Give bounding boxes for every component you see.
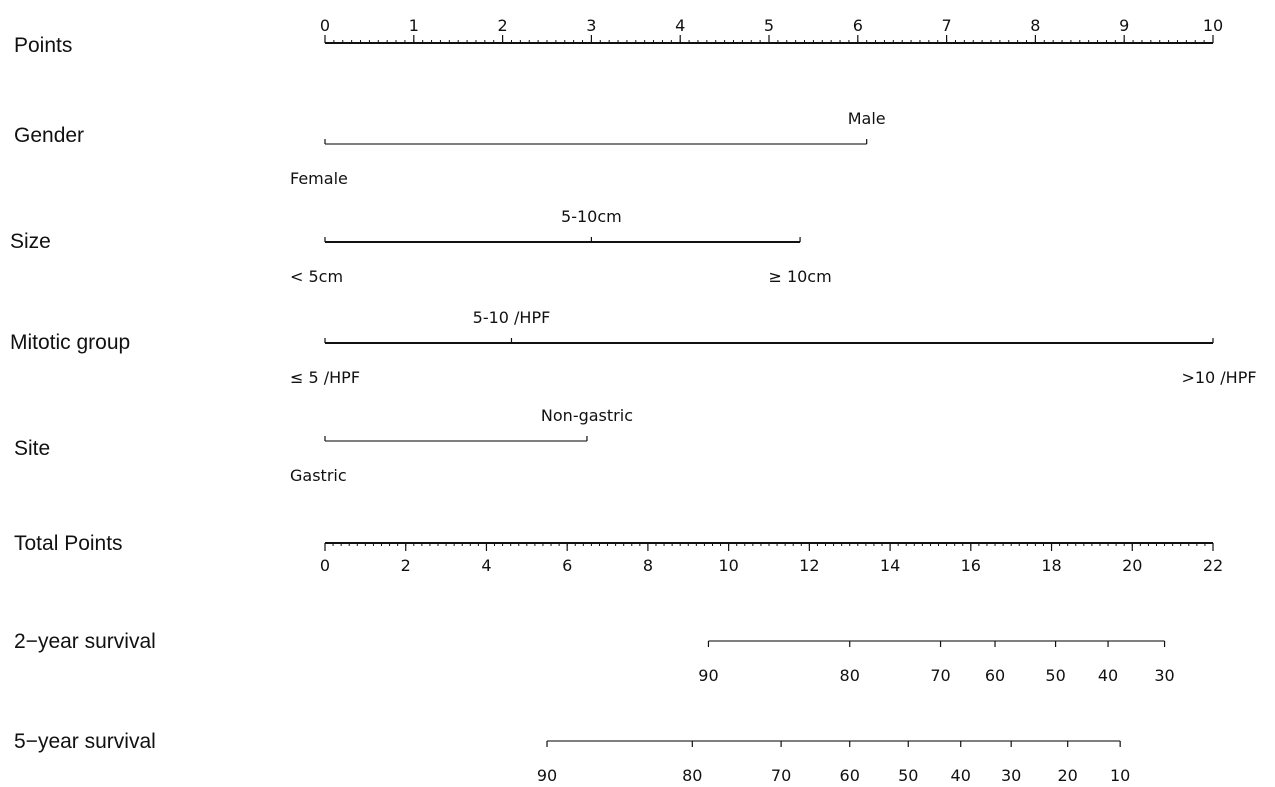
total-points-tick-label: 14 — [880, 556, 900, 575]
total-points-tick-label: 20 — [1122, 556, 1142, 575]
total-points-tick-label: 6 — [562, 556, 572, 575]
total-points-tick-label: 12 — [799, 556, 819, 575]
total-points-tick-label: 0 — [320, 556, 330, 575]
total-points-tick-label: 16 — [961, 556, 981, 575]
points-tick-label: 0 — [320, 16, 330, 35]
points-tick-label: 5 — [764, 16, 774, 35]
points-row-label: Points — [14, 34, 72, 57]
size-level-label: < 5cm — [290, 267, 343, 286]
points-tick-label: 2 — [498, 16, 508, 35]
mitotic-level-label: >10 /HPF — [1181, 368, 1256, 387]
surv2-tick-label: 90 — [698, 666, 718, 685]
surv2-tick-label: 30 — [1154, 666, 1174, 685]
total-points-tick-label: 8 — [643, 556, 653, 575]
surv2-row-label: 2−year survival — [14, 630, 156, 653]
gender-row-label: Gender — [14, 124, 84, 147]
surv5-tick-label: 90 — [537, 766, 557, 785]
surv5-tick-label: 50 — [898, 766, 918, 785]
surv5-tick-label: 40 — [951, 766, 971, 785]
size-row-label: Size — [10, 230, 51, 253]
site-row-label: Site — [14, 437, 50, 460]
size-level-label: ≥ 10cm — [768, 267, 831, 286]
total-points-tick-label: 10 — [718, 556, 738, 575]
size-level-label: 5-10cm — [561, 207, 622, 226]
points-tick-label: 4 — [675, 16, 685, 35]
points-tick-label: 8 — [1030, 16, 1040, 35]
mitotic-row-label: Mitotic group — [10, 331, 130, 354]
points-tick-label: 7 — [942, 16, 952, 35]
total-points-tick-label: 4 — [481, 556, 491, 575]
surv2-tick-label: 50 — [1045, 666, 1065, 685]
surv5-tick-label: 60 — [840, 766, 860, 785]
points-tick-label: 9 — [1119, 16, 1129, 35]
surv5-tick-label: 20 — [1058, 766, 1078, 785]
points-tick-label: 1 — [409, 16, 419, 35]
total-points-tick-label: 22 — [1203, 556, 1223, 575]
surv2-tick-label: 60 — [985, 666, 1005, 685]
mitotic-level-label: 5-10 /HPF — [473, 308, 551, 327]
gender-level-label: Female — [290, 169, 348, 188]
site-level-label: Gastric — [290, 466, 347, 485]
points-tick-label: 3 — [586, 16, 596, 35]
surv5-tick-label: 10 — [1110, 766, 1130, 785]
points-tick-label: 10 — [1203, 16, 1223, 35]
points-tick-label: 6 — [853, 16, 863, 35]
site-level-label: Non-gastric — [541, 406, 633, 425]
surv2-tick-label: 40 — [1098, 666, 1118, 685]
total-points-row-label: Total Points — [14, 532, 123, 555]
total-points-tick-label: 18 — [1041, 556, 1061, 575]
surv2-tick-label: 80 — [840, 666, 860, 685]
total-points-tick-label: 2 — [401, 556, 411, 575]
gender-level-label: Male — [848, 109, 886, 128]
surv5-tick-label: 30 — [1001, 766, 1021, 785]
surv5-row-label: 5−year survival — [14, 730, 156, 753]
surv5-tick-label: 70 — [771, 766, 791, 785]
surv5-tick-label: 80 — [682, 766, 702, 785]
mitotic-level-label: ≤ 5 /HPF — [290, 368, 360, 387]
surv2-tick-label: 70 — [930, 666, 950, 685]
